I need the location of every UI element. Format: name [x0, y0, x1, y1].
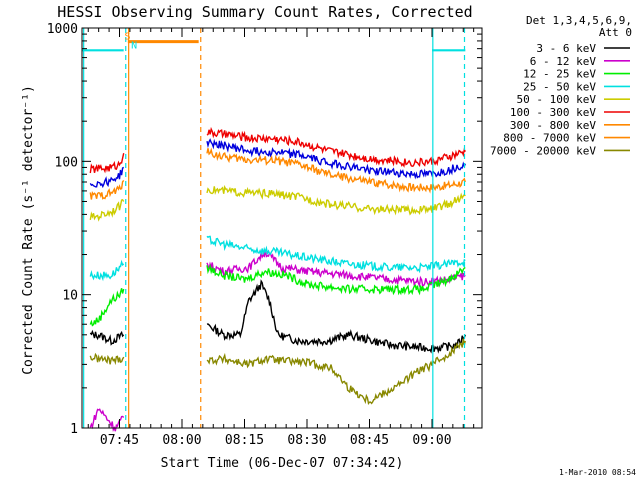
plot-layer: SN: [82, 28, 466, 432]
legend-label-6: 300 - 800 keV: [510, 119, 596, 132]
series-9: [89, 138, 466, 189]
series-0-trace-1: [206, 279, 466, 354]
series-4-trace-1: [206, 184, 466, 216]
series-5-trace-1: [206, 126, 466, 168]
axes-layer: 1 10 100 1000 07:45 08:00 08:15 08:30 08:45 09:00: [47, 22, 483, 448]
marker-label-3: S: [125, 31, 131, 42]
series-4-trace-0: [89, 198, 125, 222]
series-3-trace-1: [206, 235, 466, 274]
plot-frame: [81, 27, 483, 429]
legend-label-3: 25 - 50 keV: [523, 80, 596, 93]
x-tick-label: 08:15: [225, 433, 264, 448]
footer-timestamp: 1-Mar-2010 08:54: [559, 468, 636, 477]
legend-header-0: Det 1,3,4,5,6,9,: [526, 14, 632, 27]
legend-label-7: 800 - 7000 keV: [503, 132, 596, 145]
series-3: [89, 235, 466, 282]
series-8: [89, 338, 466, 405]
legend-label-5: 100 - 300 keV: [510, 106, 596, 119]
series-5-trace-0: [89, 153, 125, 174]
series-2-trace-1: [206, 264, 466, 296]
series-1-trace-1: [206, 250, 466, 289]
chart-title: HESSI Observing Summary Count Rates, Cor…: [57, 3, 472, 21]
marker-label-4: N: [131, 41, 137, 52]
legend-label-2: 12 - 25 keV: [523, 68, 596, 81]
y-tick-label: 1000: [47, 22, 78, 37]
series-6-trace-0: [89, 179, 125, 200]
x-axis-label: Start Time (06-Dec-07 07:34:42): [161, 456, 404, 471]
x-tick-label: 09:00: [412, 433, 451, 448]
series-1: [89, 250, 466, 432]
series-2: [89, 264, 466, 327]
series-0-trace-0: [89, 329, 125, 346]
series-3-trace-0: [89, 259, 125, 282]
series-4: [89, 184, 466, 222]
y-axis-label: Corrected Count Rate (s⁻¹ detector⁻¹): [21, 85, 36, 375]
legend-header-1: Att 0: [599, 26, 632, 39]
y-tick-label: 10: [62, 289, 78, 304]
series-0: [89, 279, 466, 354]
x-tick-label: 08:30: [287, 433, 326, 448]
x-tick-label: 08:00: [162, 433, 201, 448]
legend-label-1: 6 - 12 keV: [530, 55, 597, 68]
series-8-trace-1: [206, 338, 466, 405]
y-tick-label: 1: [70, 422, 78, 437]
series-5: [89, 126, 466, 174]
series-9-trace-1: [206, 138, 466, 180]
series-9-trace-0: [89, 166, 125, 189]
x-tick-label: 08:45: [350, 433, 389, 448]
legend-label-0: 3 - 6 keV: [536, 42, 596, 55]
series-6: [89, 147, 466, 200]
legend-label-8: 7000 - 20000 keV: [490, 144, 596, 157]
series-8-trace-0: [89, 352, 125, 366]
y-tick-label: 100: [55, 155, 78, 170]
series-6-trace-1: [206, 147, 466, 194]
x-tick-label: 07:45: [100, 433, 139, 448]
series-2-trace-0: [89, 288, 125, 327]
legend-label-4: 50 - 100 keV: [517, 93, 597, 106]
series-1-trace-0: [89, 408, 125, 432]
